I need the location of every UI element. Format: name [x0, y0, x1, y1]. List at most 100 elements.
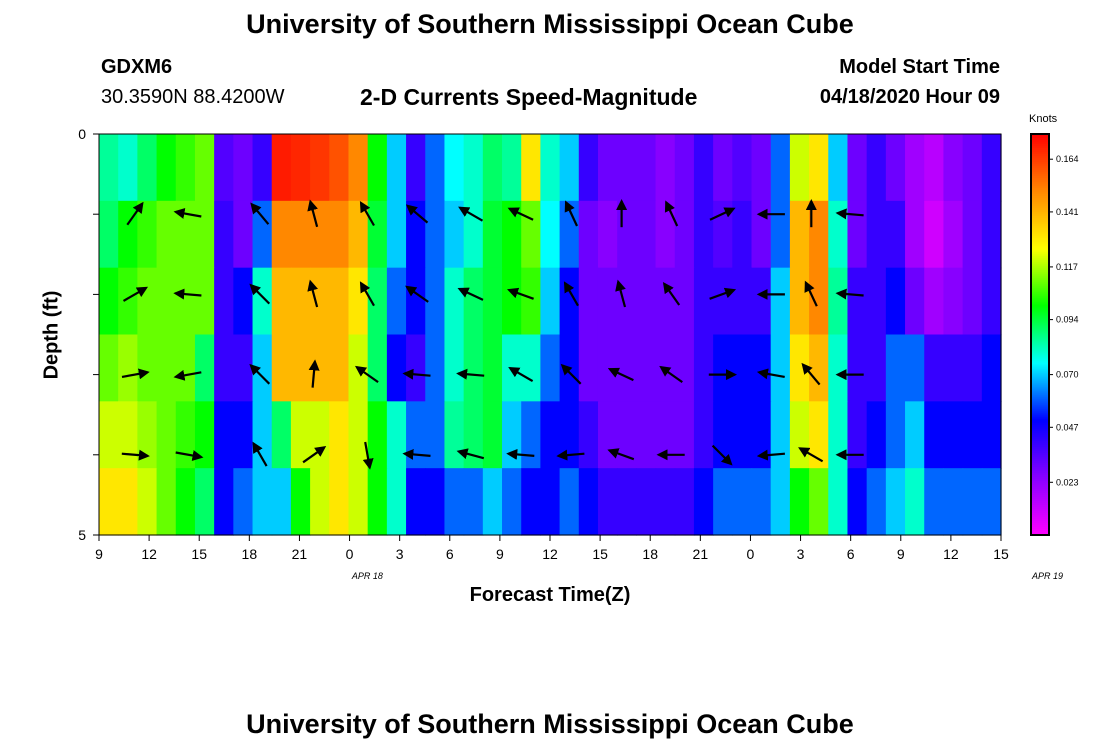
colorbar-slice: [1031, 224, 1049, 227]
colorbar-slice: [1031, 428, 1049, 432]
colorbar-slice: [1031, 376, 1049, 380]
x-tick-label: 6: [847, 546, 855, 562]
colorbar-slice: [1031, 332, 1049, 335]
heatmap-cell: [655, 401, 676, 469]
colorbar-slice: [1031, 176, 1049, 179]
current-vector: [556, 449, 585, 461]
heatmap-cell: [905, 468, 925, 536]
colorbar-slice: [1031, 522, 1049, 526]
colorbar-slice: [1031, 468, 1049, 472]
colorbar-slice: [1031, 228, 1049, 231]
heatmap-cell: [713, 468, 733, 536]
x-tick-label: 18: [642, 546, 658, 562]
colorbar-slice: [1031, 318, 1049, 321]
heatmap-cell: [924, 401, 945, 469]
heatmap-cell: [194, 401, 215, 469]
colorbar-slice: [1031, 454, 1049, 458]
heatmap-cell: [233, 267, 254, 336]
x-tick-label: 15: [592, 546, 608, 562]
colorbar-slice: [1031, 248, 1049, 251]
heatmap-cell: [367, 468, 388, 536]
heatmap-cell: [233, 401, 254, 469]
heatmap-cell: [137, 267, 158, 336]
heatmap-cell: [751, 267, 772, 336]
heatmap-cell: [636, 267, 657, 336]
heatmap-cell: [578, 468, 599, 536]
heatmap-cell: [175, 200, 196, 269]
heatmap-cell: [732, 468, 753, 536]
heatmap-cell: [310, 468, 330, 536]
heatmap-cell: [482, 200, 503, 269]
colorbar-slice: [1031, 218, 1049, 221]
current-vector: [121, 449, 150, 461]
colorbar-slice: [1031, 372, 1049, 376]
colorbar-slice: [1031, 414, 1049, 418]
colorbar-slice: [1031, 182, 1049, 185]
x-tick-label: 6: [446, 546, 454, 562]
heatmap-cell: [693, 401, 714, 469]
heatmap-cell: [502, 468, 522, 536]
colorbar-slice: [1031, 368, 1049, 372]
footer-title: University of Southern Mississippi Ocean…: [246, 709, 854, 739]
heatmap-cell: [713, 401, 733, 469]
colorbar-slice: [1031, 252, 1049, 255]
current-vector: [456, 448, 485, 460]
colorbar-slice: [1031, 158, 1049, 161]
heatmap-cell: [444, 401, 465, 469]
heatmap-cell: [329, 267, 350, 336]
colorbar-slice: [1031, 360, 1049, 364]
colorbar-slice: [1031, 270, 1049, 273]
colorbar-slice: [1031, 198, 1049, 201]
heatmap-cell: [540, 468, 561, 536]
colorbar-slice: [1031, 232, 1049, 235]
heatmap-cell: [290, 134, 311, 202]
colorbar-slice: [1031, 292, 1049, 295]
heatmap-cell: [329, 468, 350, 536]
heatmap-cell: [597, 267, 618, 336]
colorbar-slice: [1031, 520, 1049, 524]
heatmap-cell: [559, 134, 580, 202]
colorbar-slice: [1031, 412, 1049, 416]
colorbar-slice: [1031, 250, 1049, 253]
colorbar-slice: [1031, 282, 1049, 285]
heatmap-cell: [290, 200, 311, 269]
colorbar-slice: [1031, 400, 1049, 404]
colorbar-slice: [1031, 258, 1049, 261]
heatmap-cell: [770, 200, 791, 269]
heatmap-cell: [751, 200, 772, 269]
heatmap-cell: [425, 468, 446, 536]
colorbar-slice: [1031, 306, 1049, 309]
colorbar-slice: [1031, 244, 1049, 247]
colorbar-slice: [1031, 260, 1049, 263]
colorbar-slice: [1031, 456, 1049, 460]
heatmap-cell: [118, 267, 138, 336]
heatmap-cell: [981, 468, 1002, 536]
heatmap-cell: [693, 200, 714, 269]
heatmap-cell: [194, 468, 215, 536]
heatmap-cell: [981, 267, 1002, 336]
colorbar-slice: [1031, 314, 1049, 317]
colorbar-slice: [1031, 166, 1049, 169]
colorbar-slice: [1031, 460, 1049, 464]
heatmap-cell: [482, 401, 503, 469]
heatmap-cell: [981, 200, 1002, 269]
heatmap-cell: [732, 401, 753, 469]
heatmap-cell: [885, 134, 906, 202]
heatmap-cell: [156, 267, 177, 336]
colorbar-slice: [1031, 430, 1049, 434]
current-vector: [173, 208, 202, 219]
colorbar-slice: [1031, 432, 1049, 436]
heatmap-cell: [559, 334, 580, 402]
station-coordinates: 30.3590N 88.4200W: [101, 86, 285, 108]
heatmap-cell: [310, 267, 330, 336]
heatmap-cell: [425, 401, 446, 469]
heatmap-cell: [770, 401, 791, 469]
heatmap-cell: [482, 267, 503, 336]
heatmap-cell: [99, 267, 119, 336]
heatmap-cell: [214, 267, 234, 336]
x-tick-label: 12: [542, 546, 558, 562]
colorbar-slice: [1031, 276, 1049, 279]
heatmap-cell: [924, 134, 945, 202]
colorbar-slice: [1031, 180, 1049, 183]
colorbar-slice: [1031, 408, 1049, 412]
